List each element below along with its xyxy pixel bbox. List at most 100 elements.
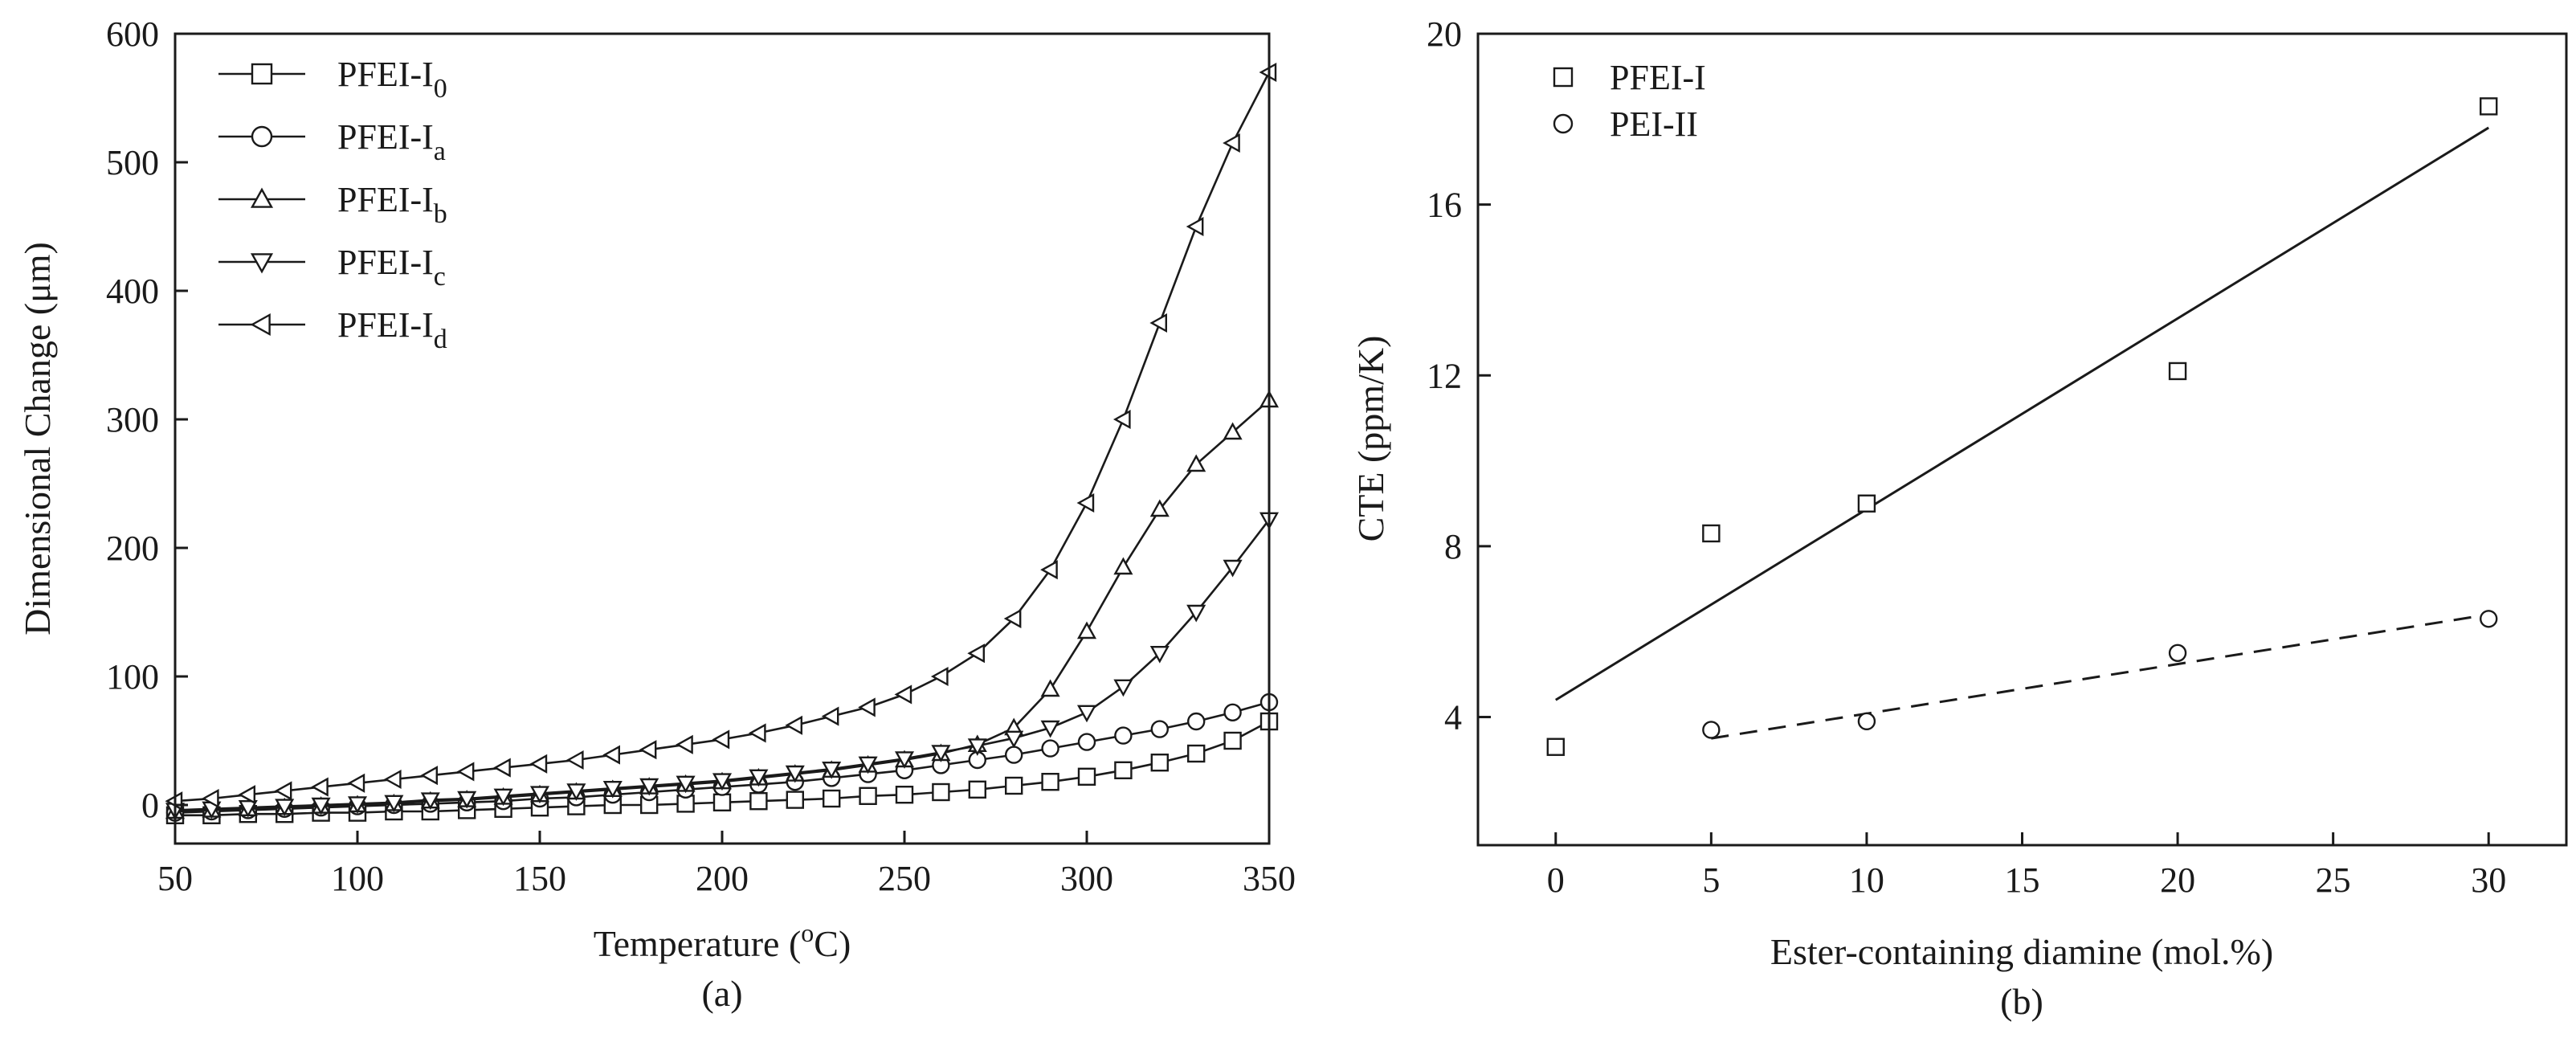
data-point bbox=[311, 777, 329, 797]
data-point bbox=[858, 756, 878, 774]
data-point bbox=[347, 773, 365, 793]
chart-panel-a: 50 100 150 200 250 300 3500100200300400500600 … bbox=[17, 14, 1296, 1014]
legend-item: PFEI-Ib bbox=[218, 180, 447, 229]
data-point bbox=[1040, 560, 1058, 580]
data-point bbox=[493, 788, 513, 807]
data-point bbox=[565, 750, 584, 770]
y-tick-label-a: 200 bbox=[106, 529, 159, 568]
data-point bbox=[238, 800, 258, 818]
legend-marker bbox=[250, 313, 271, 337]
data-point bbox=[1857, 712, 1876, 731]
legend-marker bbox=[1553, 67, 1574, 88]
data-point bbox=[420, 766, 438, 786]
data-point bbox=[1223, 731, 1242, 750]
y-axis-label-a: Dimensional Change (μm) bbox=[17, 242, 58, 635]
data-point bbox=[967, 738, 987, 756]
data-point bbox=[967, 644, 986, 664]
plot-frame-b bbox=[1476, 32, 2568, 847]
data-point bbox=[1114, 726, 1133, 745]
data-point bbox=[858, 697, 876, 717]
data-point bbox=[1186, 712, 1206, 731]
panel-label-a: (a) bbox=[701, 973, 742, 1014]
data-point bbox=[2168, 362, 2187, 381]
data-point bbox=[1114, 761, 1133, 779]
data-point bbox=[712, 773, 733, 791]
legend-label: PFEI-Id bbox=[337, 305, 447, 354]
data-point bbox=[1223, 559, 1243, 578]
series-line bbox=[174, 519, 1271, 811]
data-point bbox=[712, 793, 732, 811]
data-point bbox=[1223, 703, 1242, 721]
data-point bbox=[383, 769, 402, 790]
data-point bbox=[1702, 524, 1721, 543]
data-point bbox=[1077, 767, 1096, 786]
legend-marker bbox=[250, 187, 274, 208]
fit-line bbox=[1555, 126, 2489, 701]
data-point bbox=[822, 762, 842, 779]
legend-item: PFEI-Id bbox=[218, 305, 447, 354]
chart-panel-b: 0 5 10 15 20 25 30 4 8 12 16 20 PFEI-I PEI-II CTE (p… bbox=[1350, 14, 2568, 1022]
data-point bbox=[1150, 720, 1170, 738]
data-point bbox=[1077, 733, 1096, 751]
data-point bbox=[639, 778, 659, 796]
y-tick-label-b: 12 bbox=[1427, 356, 1462, 395]
data-point bbox=[456, 762, 475, 782]
x-axis-label-b: Ester-containing diamine (mol.%) bbox=[1770, 931, 2273, 972]
data-point bbox=[2480, 97, 2498, 116]
data-point bbox=[1040, 720, 1060, 738]
y-tick-label-a: 500 bbox=[106, 143, 159, 182]
data-point bbox=[529, 754, 548, 774]
data-point bbox=[931, 745, 951, 762]
data-point bbox=[1112, 409, 1131, 430]
data-point bbox=[2480, 610, 2498, 628]
y-tick-label-b: 4 bbox=[1444, 698, 1462, 738]
data-point bbox=[1149, 499, 1170, 517]
data-point bbox=[347, 796, 368, 814]
panel-label-b: (b) bbox=[2000, 981, 2043, 1022]
x-tick-label-b: 15 bbox=[2005, 860, 2040, 900]
data-point bbox=[932, 782, 950, 802]
data-point bbox=[2168, 644, 2187, 662]
data-point bbox=[311, 797, 331, 815]
data-point bbox=[274, 781, 292, 801]
data-point bbox=[201, 788, 219, 809]
data-point bbox=[968, 780, 987, 799]
data-point bbox=[676, 734, 693, 754]
x-tick-label-b: 20 bbox=[2160, 860, 2195, 900]
x-axis-label-a: Temperature (oC) bbox=[594, 918, 851, 964]
x-tick-label-b: 25 bbox=[2316, 860, 2351, 900]
data-point bbox=[1223, 133, 1240, 153]
y-axis-label-b: CTE (ppm/K) bbox=[1350, 336, 1391, 542]
data-point bbox=[749, 769, 769, 787]
fit-line bbox=[1711, 613, 2489, 740]
data-point bbox=[1004, 730, 1024, 749]
series-a-triangle-left bbox=[165, 62, 1277, 811]
data-point bbox=[457, 791, 477, 809]
x-tick-label-a: 350 bbox=[1243, 859, 1296, 898]
data-point bbox=[1040, 679, 1060, 697]
data-point bbox=[894, 684, 912, 705]
y-tick-label-a: 600 bbox=[106, 14, 159, 54]
legend-label: PFEI-Ia bbox=[337, 117, 446, 166]
data-point bbox=[1702, 721, 1721, 739]
data-point bbox=[785, 765, 805, 783]
x-tick-label-b: 10 bbox=[1849, 860, 1884, 900]
data-point bbox=[1149, 313, 1168, 333]
data-point bbox=[1076, 621, 1097, 639]
legend-marker bbox=[251, 63, 273, 85]
y-tick-label-a: 0 bbox=[141, 786, 159, 825]
legend-item: PFEI-I0 bbox=[218, 55, 447, 104]
x-tick-label-b: 0 bbox=[1547, 860, 1565, 900]
legend-item: PFEI-Ia bbox=[218, 117, 446, 166]
data-point bbox=[1186, 454, 1206, 472]
data-point bbox=[822, 789, 841, 808]
data-point bbox=[859, 787, 877, 805]
data-point bbox=[930, 666, 949, 687]
data-point bbox=[1113, 679, 1133, 697]
data-point bbox=[602, 745, 620, 765]
legend-label: PFEI-Ic bbox=[337, 243, 446, 292]
data-point bbox=[748, 723, 766, 743]
x-tick-label-a: 300 bbox=[1060, 859, 1113, 898]
data-point bbox=[1857, 494, 1876, 513]
